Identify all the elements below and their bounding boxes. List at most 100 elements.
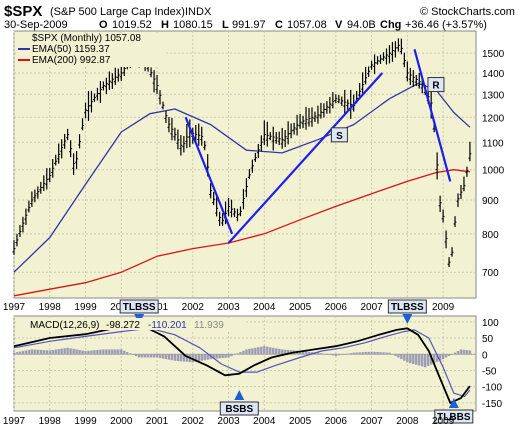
histogram-bar: [468, 350, 472, 355]
macd-y-tick-label: -100: [482, 383, 502, 394]
price-x-tick-label: 2005: [289, 302, 312, 313]
histogram-bar: [15, 352, 19, 355]
histogram-bar: [182, 354, 186, 362]
histogram-bar: [254, 347, 257, 355]
macd-x-ticks: 1997 1998 1999 2000 2001 2002 2003 2004 2005 2006…: [3, 416, 455, 427]
macd-x-tick-label: 2005: [289, 416, 312, 427]
histogram-bar: [27, 349, 31, 355]
histogram-bar: [108, 349, 111, 355]
histogram-bar: [134, 354, 138, 357]
price-y-tick-label: 1400: [482, 69, 505, 80]
open-label: O: [99, 19, 108, 31]
histogram-bar: [450, 354, 454, 355]
histogram-bar: [209, 354, 212, 360]
histogram-bar: [75, 349, 78, 355]
histogram-bar: [272, 347, 275, 355]
histogram-bar: [427, 354, 430, 366]
histogram-bar: [129, 353, 132, 355]
histogram-bar: [394, 354, 397, 356]
high-value: 1080.15: [173, 19, 213, 31]
price-y-tick-label: 1200: [482, 113, 505, 124]
open-value: 1019.52: [112, 19, 152, 31]
histogram-bar: [328, 354, 332, 355]
price-x-tick-label: 2002: [182, 302, 205, 313]
histogram-bar: [218, 354, 221, 359]
histogram-bar: [412, 354, 415, 364]
histogram-bar: [388, 352, 391, 355]
histogram-bar: [415, 354, 418, 365]
histogram-bar: [337, 354, 341, 356]
macd-legend-bg: [16, 318, 246, 330]
histogram-bar: [69, 348, 72, 355]
histogram-bar: [114, 349, 117, 355]
price-x-tick-label: 2009: [432, 302, 455, 313]
histogram-bar: [230, 354, 233, 357]
histogram-bar: [403, 354, 406, 361]
histogram-bar: [421, 354, 424, 367]
macd-legend-name: MACD(12,26,9): [30, 320, 99, 331]
macd-x-tick-label: 1998: [39, 416, 62, 427]
histogram-bar: [447, 354, 451, 356]
histogram-bar: [325, 354, 329, 355]
histogram-bar: [57, 349, 60, 355]
signal-label-box: [387, 299, 427, 314]
macd-x-tick-label: 1997: [3, 416, 26, 427]
signal-label: TLBSS: [391, 302, 424, 313]
histogram-bar: [66, 347, 69, 355]
price-y-tick-label: 700: [482, 268, 499, 279]
macd-x-tick-label: 2009: [432, 416, 455, 427]
up-arrow-icon: [234, 390, 245, 400]
histogram-bar: [370, 351, 373, 355]
histogram-bar: [260, 346, 263, 355]
ema200-line: [13, 169, 470, 297]
histogram-bar: [367, 351, 370, 355]
price-y-tick-label: 1000: [482, 166, 505, 177]
histogram-bar: [212, 354, 215, 359]
ema200-path: [13, 169, 470, 297]
histogram-bar: [105, 349, 108, 355]
histogram-bar: [418, 354, 421, 366]
annotation-label: S: [336, 131, 343, 142]
trendlines: [184, 49, 452, 244]
histogram-bar: [301, 351, 305, 355]
macd-legend-v2: -110.201: [148, 320, 187, 331]
histogram-bar: [96, 349, 99, 355]
up-arrow-icon: [448, 398, 459, 408]
price-y-tick-label: 1300: [482, 90, 505, 101]
histogram-bar: [51, 349, 54, 355]
macd-panel: [13, 315, 477, 412]
histogram-bar: [48, 350, 51, 355]
price-x-tick-label: 1999: [74, 302, 97, 313]
histogram-bar: [176, 354, 180, 362]
histogram-bar: [382, 352, 385, 355]
exchange-label: INDX: [185, 6, 212, 18]
legend-ema200: EMA(200) 992.87: [32, 55, 111, 66]
histogram-bar: [355, 352, 358, 355]
histogram-bar: [42, 350, 45, 355]
macd-y-tick-label: 50: [482, 334, 494, 345]
low-value: 991.97: [232, 19, 266, 31]
signal-label: TLBSS: [123, 302, 156, 313]
histogram-bar: [54, 349, 57, 355]
annotation-label: R: [432, 81, 440, 92]
histogram-bar: [286, 349, 290, 355]
legend-price: $SPX (Monthly) 1057.08: [32, 33, 141, 44]
histogram-bar: [131, 354, 135, 355]
histogram-bar: [60, 348, 63, 355]
histogram-bar: [146, 354, 150, 358]
macd-x-tick-label: 2007: [360, 416, 383, 427]
histogram-bar: [242, 350, 245, 355]
trendline: [227, 72, 384, 244]
histogram-bar: [266, 346, 269, 355]
macd-x-tick-label: 1999: [74, 416, 97, 427]
histogram-bar: [435, 354, 439, 362]
histogram-bar: [283, 349, 287, 355]
volume-value: 94.0B: [347, 19, 376, 31]
histogram-bar: [298, 351, 302, 355]
signal-label-box: [119, 299, 159, 314]
histogram-bar: [441, 354, 445, 360]
trendline: [413, 49, 452, 182]
histogram-bar: [346, 353, 349, 355]
price-x-tick-label: 1997: [3, 302, 26, 313]
histogram-bar: [409, 354, 412, 364]
